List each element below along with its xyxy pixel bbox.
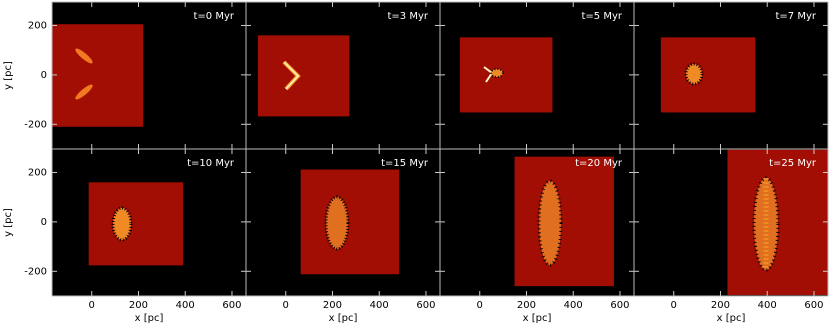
gas-filament [283,61,300,90]
panel-label: t=25 Myr [769,158,817,169]
x-tick-label: 600 [610,300,629,311]
x-axis-label: x [pc] [135,313,164,324]
y-axis-label: y [pc] [3,61,14,90]
x-tick-label: 0 [477,300,483,311]
gas-cluster [490,68,504,78]
gas-structures [75,48,780,272]
y-tick-label: 200 [28,167,47,178]
x-tick-label: 0 [283,300,289,311]
x-axis-label: x [pc] [717,313,746,324]
x-tick-label: 600 [804,300,823,311]
y-tick-label: -200 [24,266,47,277]
y-tick-label: 0 [41,217,47,228]
y-tick-label: 0 [41,70,47,81]
x-tick-label: 200 [517,300,536,311]
x-tick-label: 200 [711,300,730,311]
y-axis-label: y [pc] [3,208,14,237]
simulation-box [300,169,400,275]
x-tick-label: 200 [129,300,148,311]
x-tick-label: 400 [370,300,389,311]
panel-frame [633,148,829,297]
panel-label: t=5 Myr [582,11,623,22]
simulation-box [459,37,553,113]
x-axis-label: x [pc] [523,313,552,324]
gas-cluster [111,206,133,242]
simulation-box [257,35,350,117]
panel-label: t=7 Myr [776,11,817,22]
gas-cluster [537,179,563,267]
x-tick-label: 400 [758,300,777,311]
x-tick-label: 400 [564,300,583,311]
y-tick-label: 200 [28,20,47,31]
simulation-box [52,24,144,127]
panel-label: t=3 Myr [388,11,429,22]
panel-label: t=0 Myr [194,11,235,22]
x-tick-label: 600 [416,300,435,311]
x-tick-label: 200 [323,300,342,311]
panel-label: t=15 Myr [381,158,429,169]
panel-label: t=10 Myr [187,158,235,169]
x-tick-label: 400 [176,300,195,311]
simulation-box [660,37,756,113]
x-tick-label: 0 [89,300,95,311]
x-axis-label: x [pc] [329,313,358,324]
gas-cluster [684,62,704,86]
simulation-box [88,182,184,266]
y-tick-label: -200 [24,119,47,130]
panel-label: t=20 Myr [575,158,623,169]
x-tick-label: 600 [222,300,241,311]
gas-filament [75,84,93,100]
x-tick-label: 0 [671,300,677,311]
gas-filament [75,48,93,64]
simulation-box [514,156,614,287]
gas-cluster [324,195,350,251]
